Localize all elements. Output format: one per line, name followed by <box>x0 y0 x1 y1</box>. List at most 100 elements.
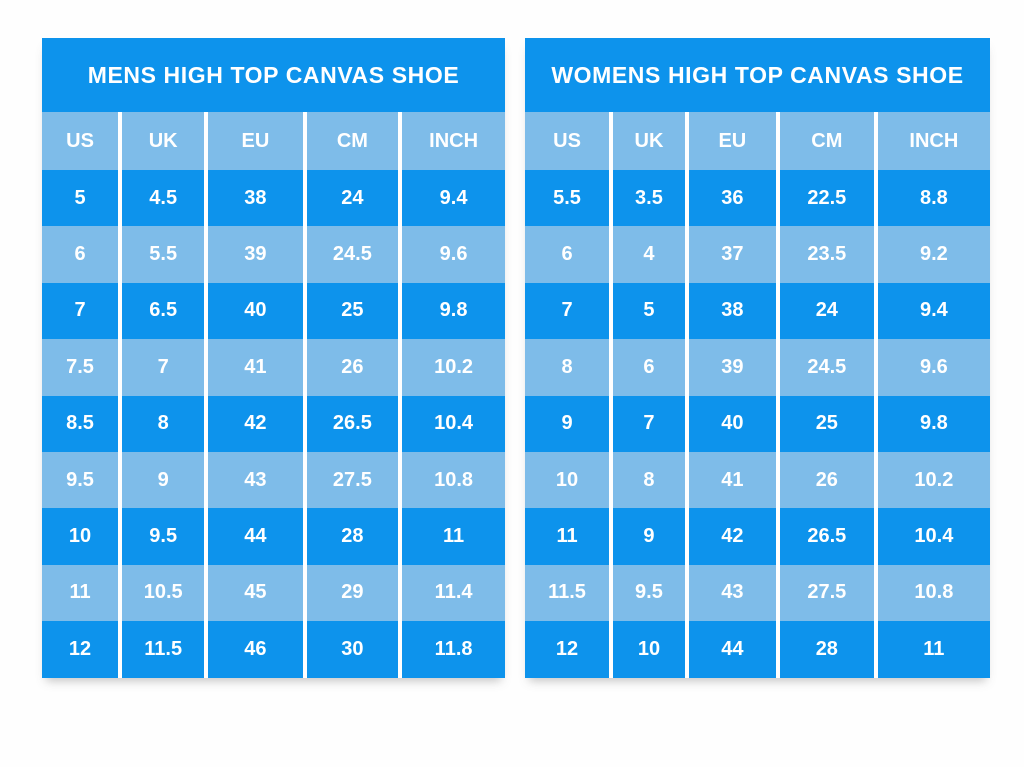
size-cell: 11 <box>42 564 119 622</box>
size-cell: 39 <box>204 226 303 283</box>
size-cell: 10 <box>42 508 119 565</box>
size-row: 8.5 8 42 26.5 10.4 <box>42 395 505 452</box>
size-cell: 4 <box>609 226 685 283</box>
womens-chart-title: WOMENS HIGH TOP CANVAS SHOE <box>525 38 990 112</box>
size-cell: 10.2 <box>398 339 505 396</box>
size-cell: 24.5 <box>775 339 874 396</box>
size-cell: 11.4 <box>398 564 505 622</box>
size-cell: 28 <box>302 508 399 565</box>
womens-size-chart: WOMENS HIGH TOP CANVAS SHOE US UK EU CM INCH… <box>525 38 990 678</box>
size-cell: 26.5 <box>775 508 874 565</box>
size-cell: 9.4 <box>398 170 505 227</box>
size-cell: 27.5 <box>775 564 874 622</box>
size-cell: 26 <box>302 339 399 396</box>
size-cell: 44 <box>204 508 303 565</box>
size-cell: 12 <box>42 621 119 678</box>
size-cell: 26.5 <box>302 395 399 452</box>
size-cell: 10 <box>525 451 610 509</box>
size-cell: 36 <box>684 170 776 227</box>
size-cell: 4.5 <box>118 170 205 227</box>
mens-size-grid: US UK EU CM INCH 5 4.5 38 24 9.4 6 5.5 39 24.5 9.6 7 6.… <box>42 112 505 678</box>
size-cell: 7 <box>118 339 205 396</box>
size-cell: 8 <box>525 339 610 396</box>
column-header-uk: UK <box>118 112 205 170</box>
size-row: 11 9 42 26.5 10.4 <box>525 508 990 565</box>
mens-column-header-row: US UK EU CM INCH <box>42 112 505 170</box>
size-cell: 10.4 <box>398 395 505 452</box>
size-cell: 6 <box>609 339 685 396</box>
size-cell: 11 <box>398 508 505 565</box>
size-cell: 7 <box>525 282 610 340</box>
size-cell: 28 <box>775 621 874 678</box>
size-cell: 8 <box>118 395 205 452</box>
size-row: 10 9.5 44 28 11 <box>42 508 505 565</box>
size-cell: 43 <box>204 451 303 509</box>
size-cell: 10.5 <box>118 564 205 622</box>
column-header-inch: INCH <box>398 112 505 170</box>
size-cell: 24 <box>302 170 399 227</box>
column-header-uk: UK <box>609 112 685 170</box>
size-cell: 25 <box>775 395 874 452</box>
size-cell: 5 <box>42 170 119 227</box>
size-cell: 9.5 <box>609 564 685 622</box>
size-cell: 8.5 <box>42 395 119 452</box>
size-cell: 9 <box>525 395 610 452</box>
size-cell: 42 <box>684 508 776 565</box>
size-cell: 9.8 <box>873 395 990 452</box>
size-cell: 7 <box>42 282 119 340</box>
size-cell: 10.8 <box>398 451 505 509</box>
size-cell: 6 <box>525 226 610 283</box>
column-header-us: US <box>525 112 610 170</box>
size-cell: 11.5 <box>118 621 205 678</box>
size-cell: 7.5 <box>42 339 119 396</box>
size-cell: 5 <box>609 282 685 340</box>
size-cell: 26 <box>775 451 874 509</box>
size-cell: 9.5 <box>118 508 205 565</box>
size-row: 6 5.5 39 24.5 9.6 <box>42 226 505 283</box>
size-cell: 9.6 <box>398 226 505 283</box>
size-row: 7 5 38 24 9.4 <box>525 282 990 340</box>
size-cell: 25 <box>302 282 399 340</box>
mens-size-chart: MENS HIGH TOP CANVAS SHOE US UK EU CM INCH 5… <box>42 38 505 678</box>
column-header-eu: EU <box>684 112 776 170</box>
size-cell: 42 <box>204 395 303 452</box>
womens-size-grid: US UK EU CM INCH 5.5 3.5 36 22.5 8.8 6 4 37 23.5 9.2 7… <box>525 112 990 678</box>
size-cell: 37 <box>684 226 776 283</box>
size-cell: 38 <box>204 170 303 227</box>
size-cell: 6.5 <box>118 282 205 340</box>
size-cell: 11 <box>525 508 610 565</box>
size-row: 7 6.5 40 25 9.8 <box>42 282 505 340</box>
size-cell: 12 <box>525 621 610 678</box>
size-cell: 10.2 <box>873 451 990 509</box>
size-cell: 5.5 <box>118 226 205 283</box>
size-row: 11 10.5 45 29 11.4 <box>42 564 505 622</box>
size-cell: 10.4 <box>873 508 990 565</box>
size-cell: 44 <box>684 621 776 678</box>
size-cell: 29 <box>302 564 399 622</box>
size-cell: 24 <box>775 282 874 340</box>
size-cell: 22.5 <box>775 170 874 227</box>
size-cell: 8.8 <box>873 170 990 227</box>
size-cell: 9.8 <box>398 282 505 340</box>
size-row: 6 4 37 23.5 9.2 <box>525 226 990 283</box>
size-row: 7.5 7 41 26 10.2 <box>42 339 505 396</box>
size-cell: 9.4 <box>873 282 990 340</box>
size-cell: 27.5 <box>302 451 399 509</box>
size-cell: 23.5 <box>775 226 874 283</box>
size-cell: 7 <box>609 395 685 452</box>
womens-column-header-row: US UK EU CM INCH <box>525 112 990 170</box>
size-cell: 8 <box>609 451 685 509</box>
size-row: 12 11.5 46 30 11.8 <box>42 621 505 678</box>
size-cell: 9.2 <box>873 226 990 283</box>
size-cell: 30 <box>302 621 399 678</box>
size-cell: 40 <box>204 282 303 340</box>
size-row: 5 4.5 38 24 9.4 <box>42 170 505 227</box>
size-cell: 41 <box>684 451 776 509</box>
size-cell: 41 <box>204 339 303 396</box>
size-row: 12 10 44 28 11 <box>525 621 990 678</box>
size-cell: 38 <box>684 282 776 340</box>
size-cell: 11.5 <box>525 564 610 622</box>
size-row: 9 7 40 25 9.8 <box>525 395 990 452</box>
column-header-eu: EU <box>204 112 303 170</box>
size-row: 5.5 3.5 36 22.5 8.8 <box>525 170 990 227</box>
